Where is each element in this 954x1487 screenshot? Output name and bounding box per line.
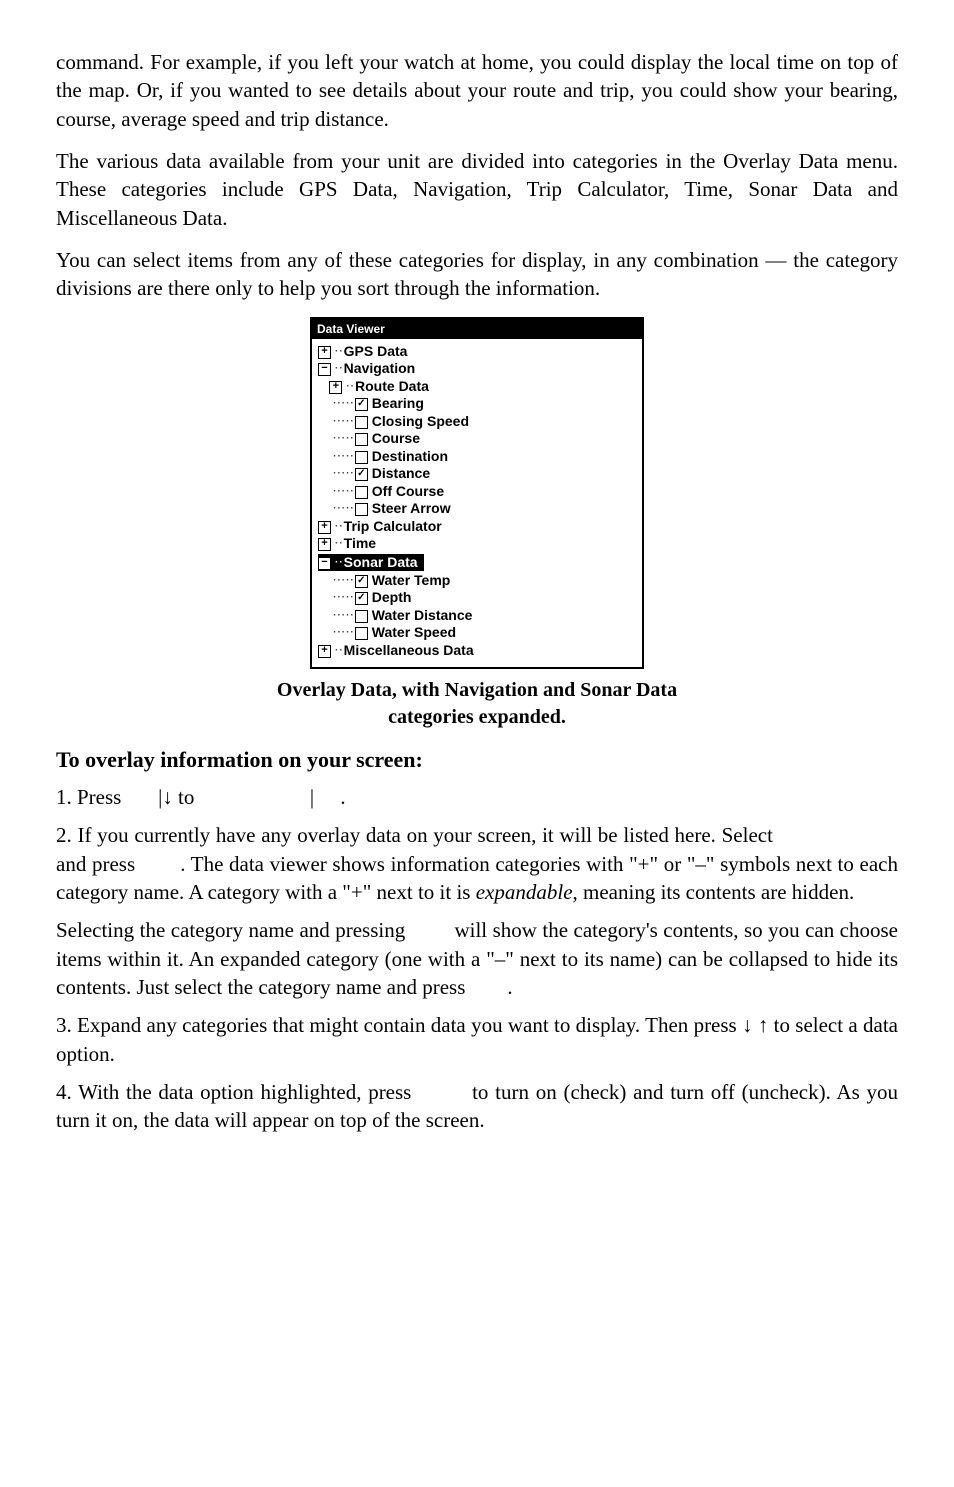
checkbox-icon <box>355 416 368 429</box>
data-viewer-figure: Data Viewer +··GPS Data −··Navigation +·… <box>56 317 898 670</box>
intro-paragraph-1: command. For example, if you left your w… <box>56 48 898 133</box>
checkbox-checked-icon: ✓ <box>355 398 368 411</box>
tree-route-data: Route Data <box>355 378 429 394</box>
step-2: 2. If you currently have any overlay dat… <box>56 821 898 906</box>
intro-paragraph-3: You can select items from any of these c… <box>56 246 898 303</box>
tree-water-distance: Water Distance <box>372 607 473 623</box>
tree-off-course: Off Course <box>372 483 444 499</box>
tree-steer-arrow: Steer Arrow <box>372 500 451 516</box>
plus-icon: + <box>329 381 342 394</box>
intro-paragraph-2: The various data available from your uni… <box>56 147 898 232</box>
checkbox-icon <box>355 433 368 446</box>
checkbox-icon <box>355 451 368 464</box>
tree-course: Course <box>372 430 420 446</box>
figure-caption: Overlay Data, with Navigation and Sonar … <box>56 677 898 731</box>
plus-icon: + <box>318 521 331 534</box>
step-3: 3. Expand any categories that might cont… <box>56 1011 898 1068</box>
tree-time: Time <box>344 535 376 551</box>
plus-icon: + <box>318 346 331 359</box>
tree-trip-calculator: Trip Calculator <box>344 518 442 534</box>
data-viewer-tree: +··GPS Data −··Navigation +··Route Data … <box>312 339 642 667</box>
checkbox-icon <box>355 503 368 516</box>
step-1: 1. Press |↓ to | . <box>56 783 898 811</box>
tree-distance: Distance <box>372 465 430 481</box>
tree-destination: Destination <box>372 448 448 464</box>
step-2b: Selecting the category name and pressing… <box>56 916 898 1001</box>
tree-misc-data: Miscellaneous Data <box>344 642 474 658</box>
minus-icon: − <box>318 557 331 570</box>
checkbox-icon <box>355 610 368 623</box>
tree-water-temp: Water Temp <box>372 572 451 588</box>
tree-water-speed: Water Speed <box>372 624 456 640</box>
tree-gps-data: GPS Data <box>344 343 408 359</box>
checkbox-checked-icon: ✓ <box>355 468 368 481</box>
section-heading: To overlay information on your screen: <box>56 745 898 775</box>
tree-closing-speed: Closing Speed <box>372 413 469 429</box>
data-viewer-title: Data Viewer <box>312 319 642 339</box>
step-4: 4. With the data option highlighted, pre… <box>56 1078 898 1135</box>
checkbox-checked-icon: ✓ <box>355 592 368 605</box>
tree-sonar-data: Sonar Data <box>344 554 418 570</box>
tree-navigation: Navigation <box>344 360 416 376</box>
minus-icon: − <box>318 363 331 376</box>
plus-icon: + <box>318 538 331 551</box>
tree-bearing: Bearing <box>372 395 424 411</box>
checkbox-icon <box>355 486 368 499</box>
checkbox-icon <box>355 627 368 640</box>
checkbox-checked-icon: ✓ <box>355 575 368 588</box>
tree-depth: Depth <box>372 589 412 605</box>
plus-icon: + <box>318 645 331 658</box>
expandable-term: expandable <box>476 880 573 904</box>
